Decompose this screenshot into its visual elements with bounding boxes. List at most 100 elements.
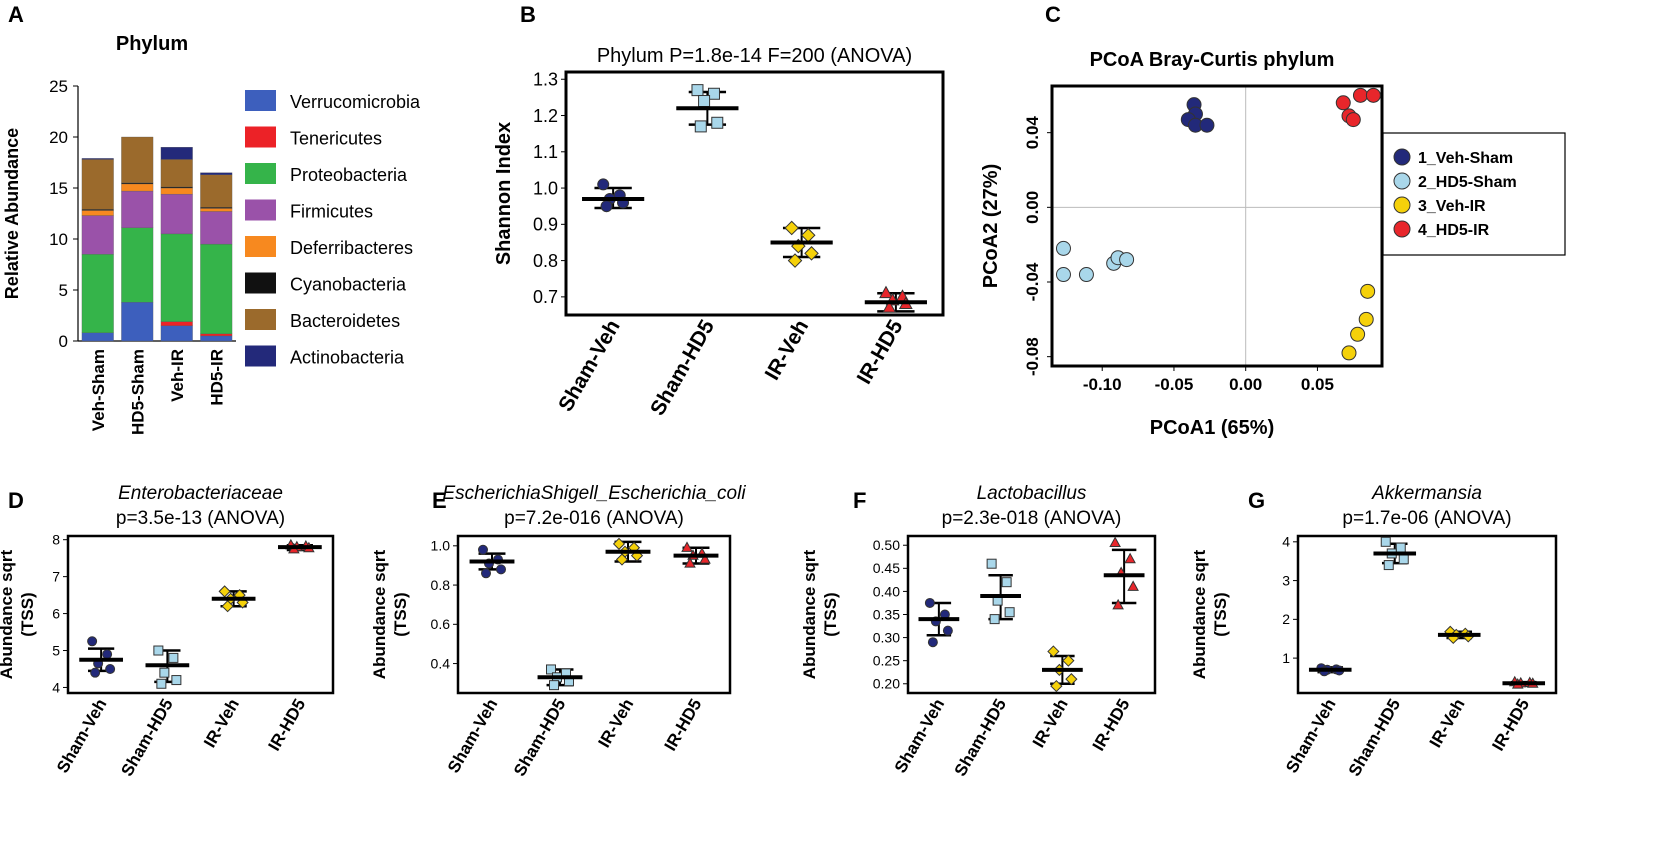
data-point: [1055, 240, 1071, 256]
group-ir-hd5: [673, 541, 719, 568]
legend-swatch-bacteroidetes: [245, 309, 276, 330]
y-axis-label: Abundance sqrt: [1190, 549, 1209, 679]
x-tick-label: Veh-Sham: [89, 349, 108, 431]
data-point: [1345, 112, 1361, 128]
y-axis-label: (TSS): [391, 592, 410, 636]
y-tick-label: 6: [52, 605, 60, 621]
legend-label-3-veh-ir: 3_Veh-IR: [1418, 198, 1486, 215]
chart-subtitle: p=7.2e-016 (ANOVA): [504, 508, 684, 529]
y-tick-label: 0.7: [533, 287, 558, 307]
panel-letter-b: B: [520, 2, 536, 27]
data-point: [784, 220, 800, 236]
y-axis-label: Abundance sqrt: [0, 549, 16, 679]
plot-frame: [66, 534, 335, 695]
y-tick-label: 0.8: [533, 251, 558, 271]
data-point: [1199, 117, 1215, 133]
y-tick-label: 10: [49, 230, 68, 249]
data-point: [1335, 95, 1351, 111]
legend-marker-1-veh-sham: [1393, 148, 1411, 166]
chart-title: PCoA Bray-Curtis phylum: [1090, 49, 1335, 71]
legend: 1_Veh-Sham 2_HD5-Sham 3_Veh-IR 4_HD5-IR: [1382, 132, 1566, 256]
data-point: [1109, 536, 1121, 548]
y-tick-label: 5: [59, 281, 68, 300]
data-point: [694, 120, 707, 133]
data-point: [1360, 283, 1376, 299]
legend-label-1-veh-sham: 1_Veh-Sham: [1418, 150, 1513, 167]
x-tick-label: Sham-Veh: [554, 316, 625, 415]
data-point: [481, 568, 491, 579]
data-point: [1055, 267, 1071, 283]
panel-letter-g: G: [1248, 488, 1265, 513]
legend-marker-2-hd5-sham: [1393, 172, 1411, 190]
bar-segment-firmicutes: [81, 215, 114, 255]
group-ir-veh: [211, 585, 256, 613]
legend-label-proteobacteria: Proteobacteria: [290, 165, 408, 185]
x-tick-label: IR-Veh: [761, 316, 814, 384]
data-point: [159, 667, 170, 678]
y-tick-label: 4: [1282, 534, 1290, 550]
panel-e-escherichia: EscherichiaShigell_Escherichia_coli p=7.2…: [370, 483, 746, 779]
chart-title: Phylum: [116, 33, 188, 55]
y-tick-label: 0.6: [431, 616, 451, 632]
chart-title: Akkermansia: [1371, 483, 1482, 504]
bar-segment-cyanobacteria: [160, 186, 193, 189]
x-tick-label: Sham-HD5: [951, 696, 1010, 780]
data-point: [496, 564, 506, 575]
data-point: [171, 675, 182, 686]
x-tick-label: Sham-Veh: [1282, 696, 1340, 777]
y-tick-label: 1.0: [533, 178, 558, 198]
series-4-hd5-ir: [1335, 87, 1381, 128]
x-tick-label: IR-HD5: [1089, 696, 1134, 755]
legend-swatch-deferribacteres: [245, 236, 276, 257]
chart-subtitle: p=3.5e-13 (ANOVA): [116, 508, 285, 529]
data-point: [1365, 87, 1381, 103]
group-sham-veh: [582, 178, 645, 213]
data-point: [711, 116, 724, 129]
series-3-veh-ir: [1341, 283, 1376, 361]
data-point: [1350, 326, 1366, 342]
legend-label-4-hd5-ir: 4_HD5-IR: [1418, 222, 1490, 239]
panel-f-lactobacillus: Lactobacillus p=2.3e-018 (ANOVA) Abundance…: [800, 483, 1157, 780]
data-point: [989, 614, 1000, 625]
data-point: [156, 678, 167, 689]
data-point: [1124, 552, 1136, 564]
y-tick-label: 15: [49, 179, 68, 198]
bar-segment-deferribacteres: [121, 183, 154, 192]
data-point: [615, 553, 629, 566]
y-axis-label: Abundance sqrt: [800, 549, 819, 679]
y-axis-label: Relative Abundance: [2, 128, 22, 299]
y-tick-label: 0.25: [873, 653, 900, 669]
x-tick-label: IR-Veh: [200, 696, 243, 751]
data-point: [546, 664, 556, 675]
bar-segment-cyanobacteria: [81, 209, 114, 211]
y-tick-label: 0.00: [1023, 191, 1042, 224]
group-sham-veh: [1308, 663, 1352, 677]
x-tick-label: IR-Veh: [595, 696, 638, 751]
data-point: [707, 87, 720, 100]
y-tick-label: -0.08: [1023, 337, 1042, 376]
y-tick-label: 1.2: [533, 106, 558, 126]
data-point: [1352, 87, 1368, 103]
data-point: [882, 300, 897, 313]
y-tick-label: 1.1: [533, 142, 558, 162]
x-tick-label: IR-Veh: [1029, 696, 1072, 751]
x-tick-label: IR-HD5: [853, 316, 908, 388]
bar-segment-cyanobacteria: [200, 207, 233, 209]
legend-swatch-firmicutes: [245, 199, 276, 221]
y-tick-label: 0.30: [873, 629, 900, 645]
y-tick-label: 0.45: [873, 560, 900, 576]
group-sham-hd5: [980, 558, 1022, 625]
y-tick-label: 2: [1282, 611, 1290, 627]
bar-segment-proteobacteria: [81, 254, 114, 333]
x-tick-label: Sham-Veh: [53, 696, 111, 777]
group-sham-hd5: [145, 645, 190, 689]
bar-segment-proteobacteria: [200, 243, 233, 335]
y-tick-label: 1: [1282, 650, 1290, 666]
group-sham-veh: [469, 544, 515, 579]
y-tick-label: 0.04: [1023, 116, 1042, 150]
data-point: [800, 227, 816, 243]
data-point: [1383, 560, 1394, 571]
y-tick-label: 1.0: [431, 538, 451, 554]
x-tick-label: -0.05: [1155, 375, 1194, 394]
data-point: [221, 600, 234, 613]
